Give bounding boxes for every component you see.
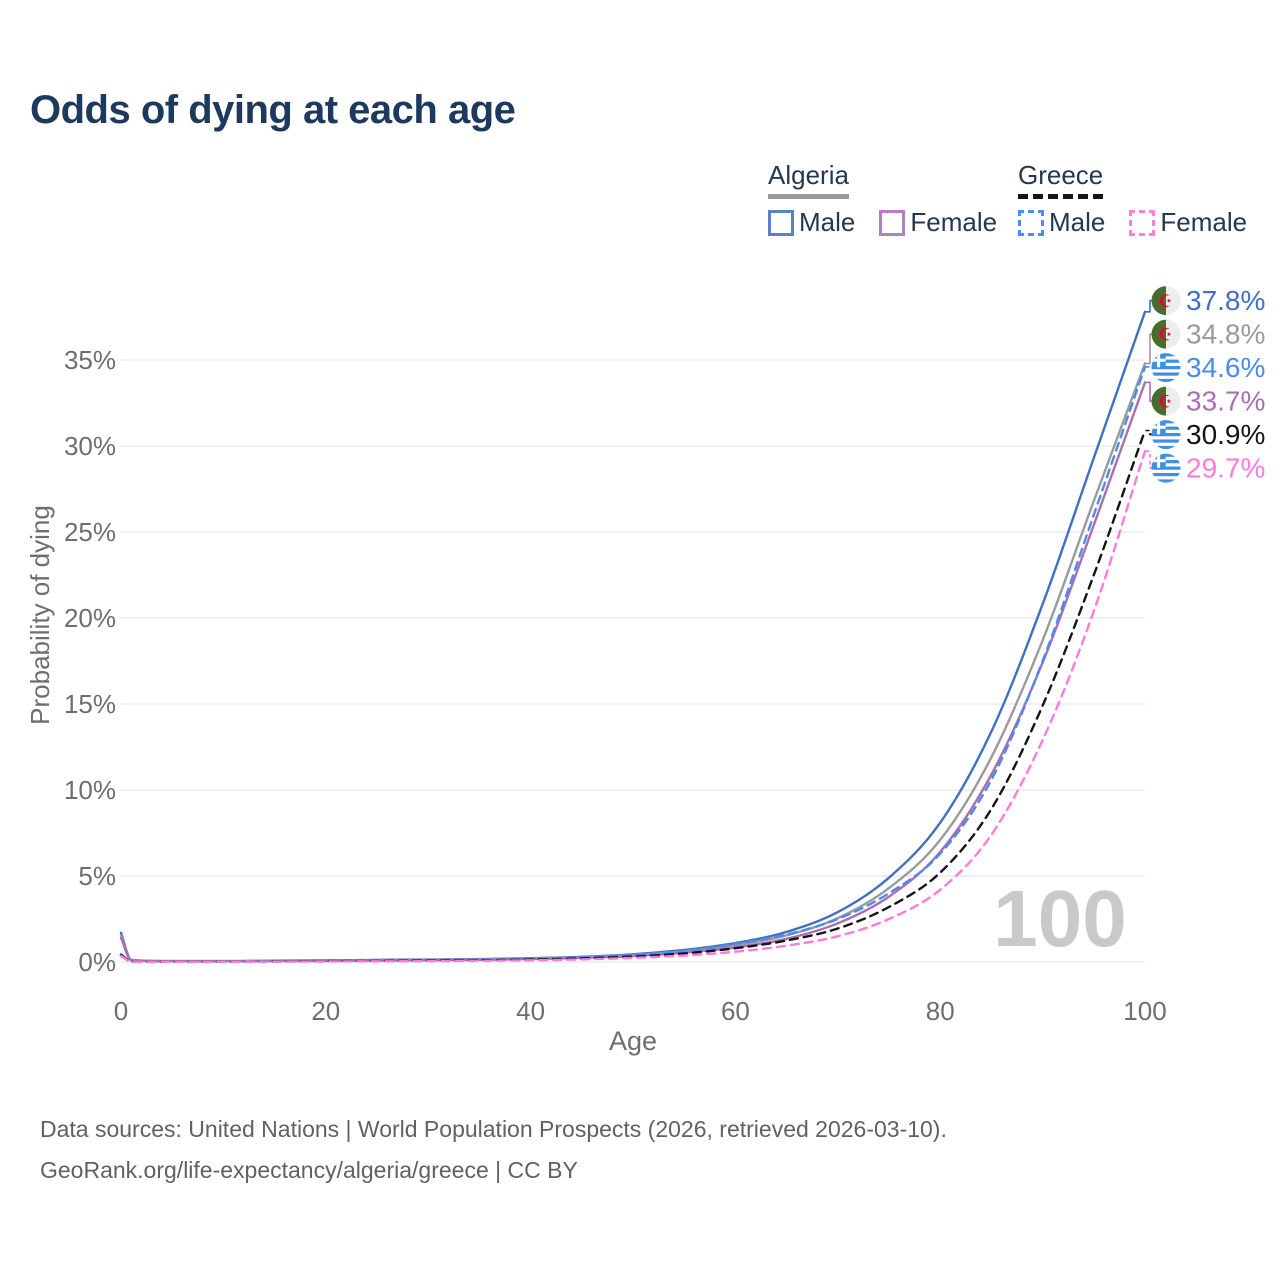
label-connector xyxy=(1145,429,1152,436)
y-tick-label: 25% xyxy=(64,517,116,547)
x-tick-label: 0 xyxy=(114,996,128,1026)
label-connector xyxy=(1145,450,1152,469)
legend-group-algeria: Algeria Male Female xyxy=(768,160,997,238)
legend-item-algeria-male[interactable]: Male xyxy=(768,207,855,238)
end-value-label: 37.8% xyxy=(1186,285,1265,316)
legend-label: Male xyxy=(799,207,856,237)
page-title: Odds of dying at each age xyxy=(30,88,516,132)
age-watermark: 100 xyxy=(993,874,1126,963)
y-axis-title: Probability of dying xyxy=(25,505,55,725)
data-sources-line: Data sources: United Nations | World Pop… xyxy=(40,1116,947,1142)
algeria-flag-icon xyxy=(1151,386,1181,416)
legend-label: Female xyxy=(910,207,998,237)
series-line-greece xyxy=(119,429,1147,963)
series-line-algeria-female xyxy=(119,381,1147,963)
gridlines: 0% 5% 10% 15% 20% 25% 30% 35% xyxy=(64,345,1145,977)
greece-flag-icon xyxy=(1151,353,1181,383)
legend-items-greece: Male Female xyxy=(1018,207,1247,238)
y-tick-label: 5% xyxy=(78,861,116,891)
y-tick-label: 0% xyxy=(78,947,116,977)
x-tick-label: 100 xyxy=(1123,996,1166,1026)
algeria-male-swatch-icon xyxy=(768,209,794,236)
algeria-flag-icon xyxy=(1151,319,1181,349)
y-tick-label: 15% xyxy=(64,689,116,719)
series-line-algeria xyxy=(119,362,1147,963)
label-connector xyxy=(1145,299,1152,313)
series-line-algeria-male xyxy=(119,310,1147,963)
end-value-label: 33.7% xyxy=(1186,386,1265,417)
x-tick-label: 40 xyxy=(516,996,545,1026)
end-value-label: 34.6% xyxy=(1186,352,1265,383)
greece-female-swatch-icon xyxy=(1129,209,1156,236)
end-value-label: 29.7% xyxy=(1186,453,1265,484)
greece-male-swatch-icon xyxy=(1018,209,1044,236)
y-tick-label: 10% xyxy=(64,775,116,805)
algeria-female-swatch-icon xyxy=(879,209,906,236)
y-tick-label: 35% xyxy=(64,345,116,375)
series-lines xyxy=(119,310,1147,963)
x-tick-label: 80 xyxy=(926,996,955,1026)
legend-item-greece-male[interactable]: Male xyxy=(1018,207,1105,238)
legend-label: Female xyxy=(1160,207,1248,237)
series-line-greece-male xyxy=(119,365,1147,963)
legend-item-algeria-female[interactable]: Female xyxy=(879,207,997,238)
legend-label: Male xyxy=(1049,207,1106,237)
y-tick-label: 20% xyxy=(64,603,116,633)
end-value-label: 30.9% xyxy=(1186,419,1265,450)
algeria-flag-icon xyxy=(1151,286,1181,316)
label-connector xyxy=(1145,366,1152,369)
greece-flag-icon xyxy=(1151,420,1181,450)
footer: Data sources: United Nations | World Pop… xyxy=(40,1109,947,1191)
label-connector xyxy=(1145,381,1152,402)
x-tick-label: 20 xyxy=(311,996,340,1026)
y-tick-label: 30% xyxy=(64,431,116,461)
legend-items-algeria: Male Female xyxy=(768,207,997,238)
attribution-line: GeoRank.org/life-expectancy/algeria/gree… xyxy=(40,1157,578,1183)
label-connector xyxy=(1145,333,1152,365)
legend-country-greece: Greece xyxy=(1018,160,1104,199)
greece-flag-icon xyxy=(1151,453,1181,483)
legend-group-greece: Greece Male Female xyxy=(1018,160,1247,238)
end-value-label: 34.8% xyxy=(1186,319,1265,350)
end-labels: 37.8%34.8%34.6%33.7%30.9%29.7% xyxy=(1145,285,1265,484)
legend-country-algeria: Algeria xyxy=(768,160,849,199)
legend-item-greece-female[interactable]: Female xyxy=(1129,207,1247,238)
x-axis-title: Age xyxy=(609,1026,657,1056)
x-tick-label: 60 xyxy=(721,996,750,1026)
series-line-greece-female xyxy=(119,450,1147,963)
